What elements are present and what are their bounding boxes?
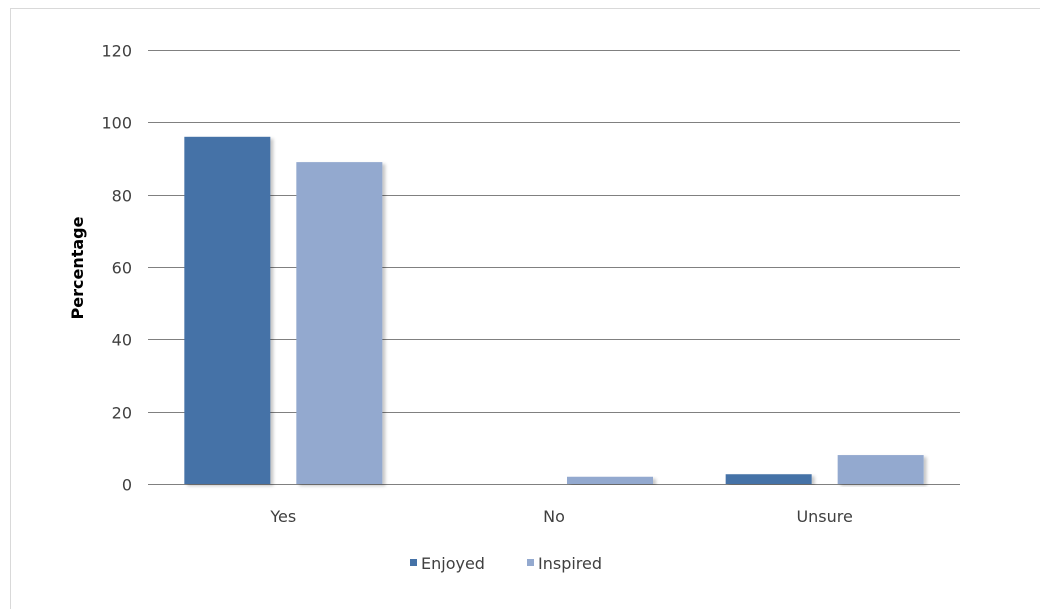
bar-inspired-yes: [296, 162, 383, 484]
bar-inspired-no: [567, 476, 653, 484]
x-category-label: Yes: [269, 507, 296, 526]
y-tick-label: 120: [101, 42, 132, 61]
y-axis-title: Percentage: [68, 216, 87, 319]
y-tick-label: 100: [101, 114, 132, 133]
legend-item-enjoyed: Enjoyed: [410, 554, 485, 573]
y-tick-label: 80: [112, 187, 132, 206]
legend: Enjoyed Inspired: [410, 554, 602, 573]
legend-swatch: [527, 559, 534, 566]
legend-label: Inspired: [538, 554, 602, 573]
bar-enjoyed-yes: [184, 136, 271, 485]
bars: [184, 136, 924, 485]
x-category-label: No: [543, 507, 565, 526]
legend-swatch: [410, 559, 417, 566]
bar-enjoyed-unsure: [725, 474, 812, 484]
y-tick-label: 40: [112, 331, 132, 350]
y-tick-label: 0: [122, 476, 132, 495]
gridlines: [148, 50, 960, 485]
x-axis-categories: Yes No Unsure: [269, 507, 852, 526]
chart-frame: [10, 8, 1040, 609]
bar-inspired-unsure: [837, 455, 924, 484]
legend-item-inspired: Inspired: [527, 554, 602, 573]
y-tick-label: 20: [112, 404, 132, 423]
x-category-label: Unsure: [796, 507, 852, 526]
y-tick-label: 60: [112, 259, 132, 278]
y-axis-ticks: 0 20 40 60 80 100 120: [101, 42, 132, 495]
legend-label: Enjoyed: [421, 554, 485, 573]
